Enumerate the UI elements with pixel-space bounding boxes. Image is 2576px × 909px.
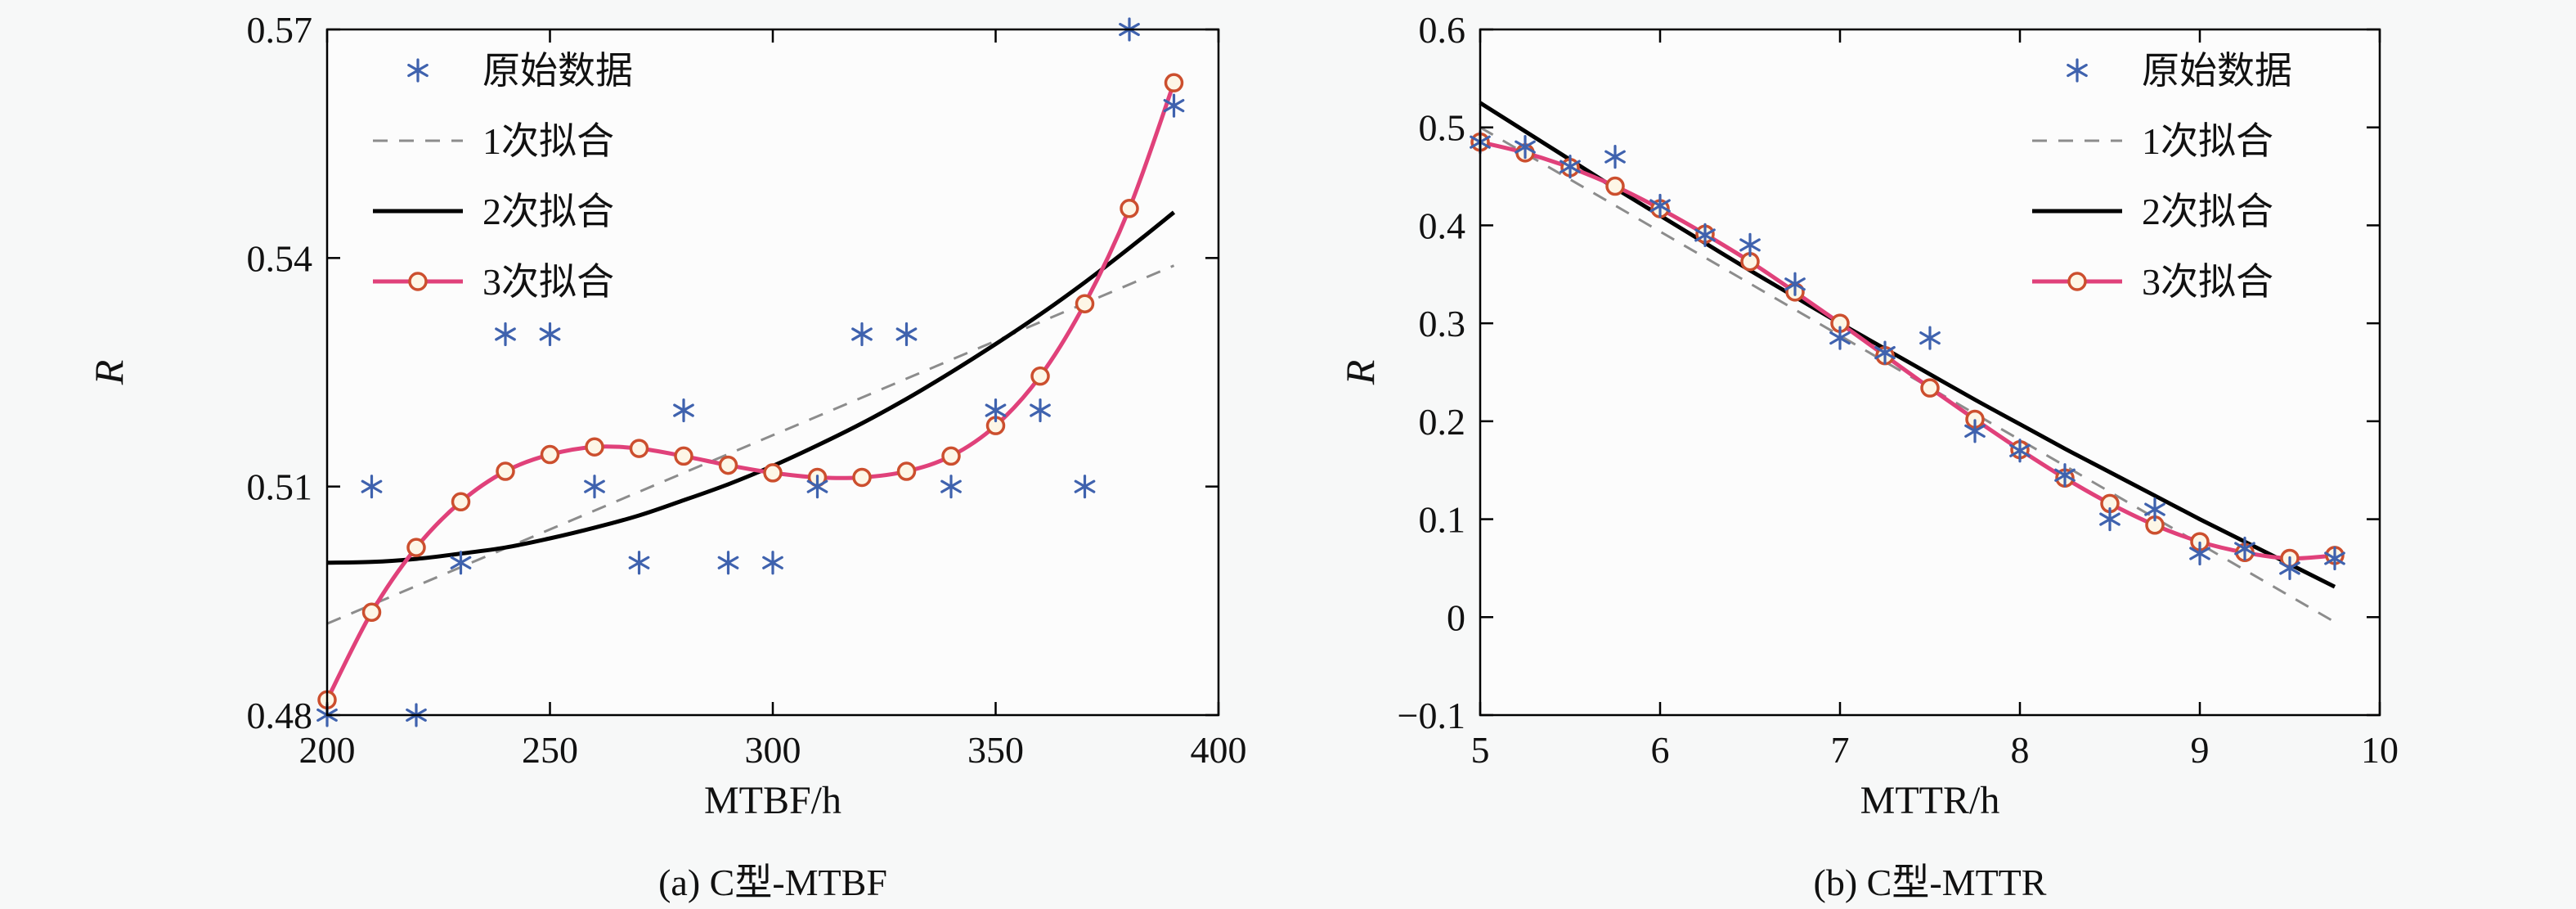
svg-text:R: R — [86, 360, 132, 386]
svg-text:200: 200 — [299, 729, 356, 771]
chart-caption-b: (b) C型-MTTR — [1813, 862, 2047, 903]
svg-text:0.2: 0.2 — [1419, 401, 1466, 443]
svg-text:10: 10 — [2361, 729, 2399, 771]
svg-text:8: 8 — [2011, 729, 2030, 771]
svg-text:1次拟合: 1次拟合 — [482, 120, 614, 162]
mtbf-plot: 200 250 300 350 400 0.48 0.51 0.54 0.57 MTBF/h R 原始… — [86, 9, 1247, 822]
chart-caption-a: (a) C型-MTBF — [658, 862, 887, 903]
svg-text:0: 0 — [1447, 596, 1465, 638]
svg-text:1次拟合: 1次拟合 — [2142, 120, 2273, 162]
svg-text:0.51: 0.51 — [247, 466, 313, 508]
svg-text:2次拟合: 2次拟合 — [482, 191, 614, 232]
svg-text:3次拟合: 3次拟合 — [482, 261, 614, 303]
svg-text:原始数据: 原始数据 — [2142, 50, 2292, 92]
svg-text:400: 400 — [1191, 729, 1247, 771]
chart-panel-mtbf: 200 250 300 350 400 0.48 0.51 0.54 0.57 MTBF/h R 原始… — [86, 9, 1247, 822]
svg-text:300: 300 — [745, 729, 801, 771]
svg-text:350: 350 — [967, 729, 1024, 771]
mttr-plot: 5 6 7 8 9 10 −0.1 0 0.1 0.2 0.3 0.4 0.5 0.6 MTTR/h R 原始数… — [1337, 9, 2399, 822]
svg-text:250: 250 — [522, 729, 578, 771]
svg-text:0.5: 0.5 — [1419, 107, 1466, 149]
svg-text:−0.1: −0.1 — [1398, 695, 1465, 736]
svg-text:6: 6 — [1651, 729, 1670, 771]
svg-text:0.6: 0.6 — [1419, 9, 1466, 51]
svg-text:3次拟合: 3次拟合 — [2142, 261, 2273, 303]
svg-text:0.48: 0.48 — [247, 695, 313, 736]
svg-text:7: 7 — [1831, 729, 1850, 771]
svg-text:MTBF/h: MTBF/h — [704, 779, 841, 822]
svg-text:MTTR/h: MTTR/h — [1860, 779, 2000, 822]
chart-panel-mttr: 5 6 7 8 9 10 −0.1 0 0.1 0.2 0.3 0.4 0.5 0.6 MTTR/h R 原始数… — [1288, 0, 2576, 909]
svg-text:0.3: 0.3 — [1419, 303, 1466, 344]
svg-text:原始数据: 原始数据 — [482, 50, 633, 92]
svg-text:2次拟合: 2次拟合 — [2142, 191, 2273, 232]
svg-text:0.54: 0.54 — [247, 237, 313, 279]
svg-text:0.57: 0.57 — [247, 9, 313, 51]
svg-text:5: 5 — [1471, 729, 1490, 771]
svg-text:R: R — [1337, 360, 1383, 386]
svg-text:0.1: 0.1 — [1419, 499, 1466, 541]
svg-text:0.4: 0.4 — [1419, 205, 1466, 246]
svg-text:9: 9 — [2191, 729, 2210, 771]
